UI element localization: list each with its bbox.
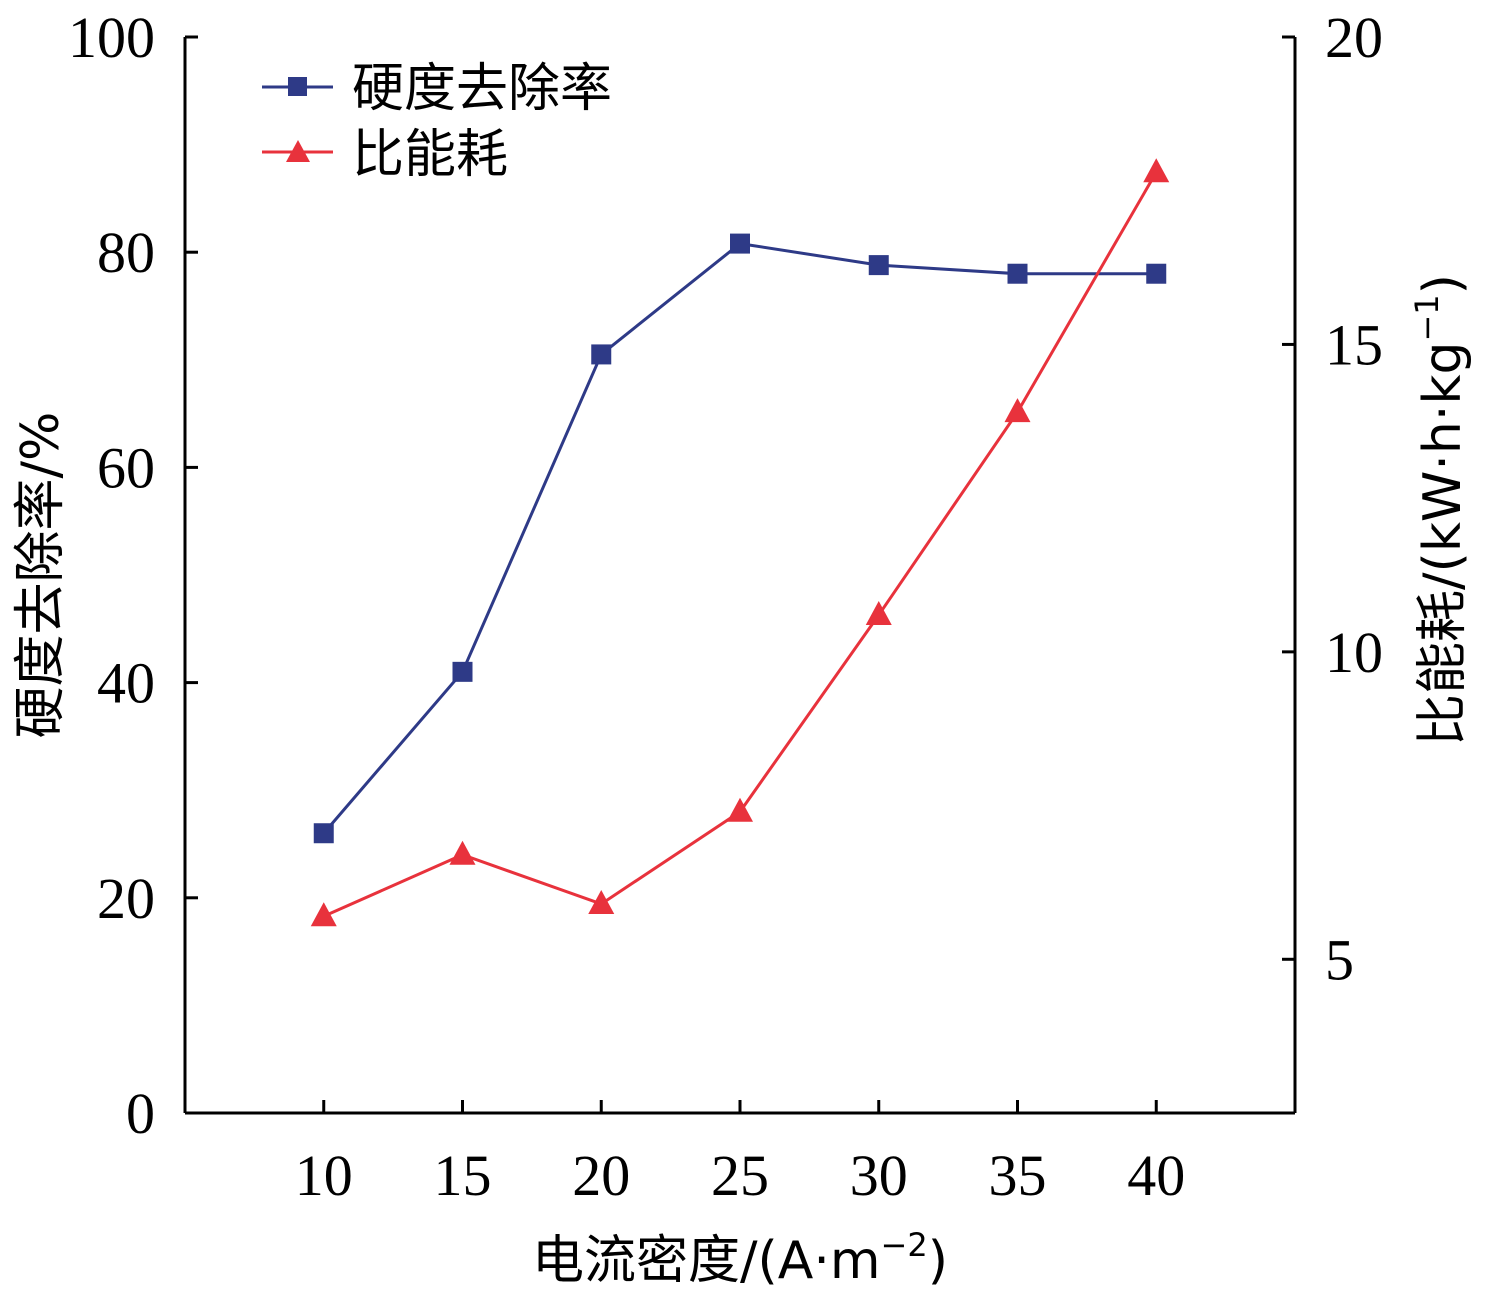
x-tick-label: 35 — [989, 1143, 1047, 1208]
x-axis-title-superscript: −2 — [881, 1226, 928, 1264]
data-point-square — [868, 255, 889, 276]
legend-item-energy: 比能耗 — [262, 125, 508, 185]
x-tick-label: 25 — [711, 1143, 769, 1208]
legend-hardness-label: 硬度去除率 — [352, 59, 612, 119]
x-axis-title: 电流密度/(A·m−2) — [532, 1226, 948, 1291]
legend-energy-label: 比能耗 — [352, 125, 508, 185]
legend: 硬度去除率 比能耗 — [262, 59, 612, 185]
data-point-triangle — [865, 600, 892, 625]
data-point-square — [313, 823, 334, 844]
right-y-axis-title-close: ) — [1413, 274, 1473, 294]
legend-hardness-marker — [288, 77, 307, 96]
data-point-triangle — [449, 840, 476, 865]
axes — [183, 37, 1297, 1115]
data-point-square — [1146, 263, 1167, 284]
data-point-square — [591, 344, 612, 365]
right-y-axis-title: 比能耗/(kW·h·kg−1) — [1408, 274, 1473, 746]
data-point-square — [730, 233, 750, 254]
x-tick-label: 40 — [1127, 1143, 1185, 1208]
x-tick-label: 20 — [572, 1143, 630, 1208]
left-y-tick-label: 20 — [97, 866, 155, 931]
series-line-0 — [322, 242, 1157, 835]
left-y-tick-label: 0 — [126, 1081, 155, 1146]
x-axis-title-text: 电流密度/(A·m — [532, 1231, 881, 1291]
left-y-tick-label: 100 — [68, 5, 155, 70]
data-point-triangle — [588, 889, 615, 914]
right-y-tick-label: 10 — [1325, 620, 1383, 685]
left-y-tick-label: 80 — [97, 220, 155, 285]
x-tick-label: 30 — [850, 1143, 908, 1208]
data-point-triangle — [1004, 398, 1031, 423]
right-y-axis-title-superscript: −1 — [1408, 294, 1446, 341]
ticks — [185, 35, 1295, 1115]
legend-item-hardness: 硬度去除率 — [262, 59, 612, 119]
series-markers — [310, 158, 1170, 927]
right-y-tick-label: 20 — [1325, 5, 1383, 70]
data-point-triangle — [1143, 158, 1170, 183]
data-point-square — [452, 661, 473, 682]
data-point-square — [1007, 263, 1028, 284]
left-y-tick-label: 40 — [97, 651, 155, 716]
tick-labels: 10 15 20 25 30 35 40 0 20 40 60 80 100 5 10 15 20 — [68, 5, 1383, 1208]
left-y-axis-title: 硬度去除率/% — [11, 412, 71, 739]
data-point-triangle — [727, 797, 753, 822]
right-y-axis-title-text: 比能耗/(kW·h·kg — [1413, 341, 1473, 745]
right-y-tick-label: 5 — [1325, 927, 1354, 992]
legend-energy-marker — [286, 140, 310, 162]
x-tick-label: 10 — [295, 1143, 353, 1208]
right-y-tick-label: 15 — [1325, 312, 1383, 377]
x-axis-title-close: ) — [928, 1231, 948, 1291]
left-y-tick-label: 60 — [97, 435, 155, 500]
x-tick-label: 15 — [434, 1143, 492, 1208]
data-point-triangle — [310, 902, 337, 927]
